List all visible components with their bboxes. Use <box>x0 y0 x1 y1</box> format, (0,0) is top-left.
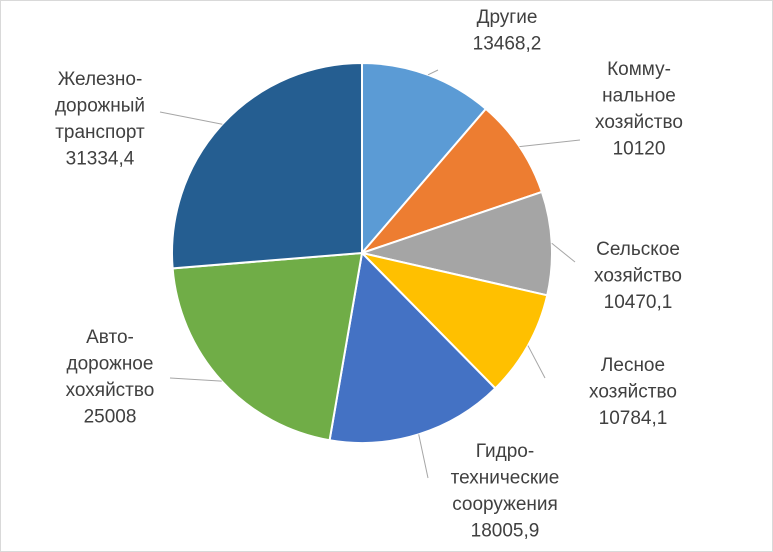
leader-line <box>169 377 222 382</box>
value-label: 10470,1 <box>604 292 673 313</box>
value-label: 13468,2 <box>473 34 542 55</box>
value-label: 18005,9 <box>471 521 540 542</box>
category-label: хохяйство <box>66 380 155 401</box>
category-label: нальное <box>602 86 676 107</box>
pie-slice <box>171 251 364 442</box>
leader-line <box>551 242 576 263</box>
category-label: Сельское <box>596 239 680 260</box>
category-label: дорожный <box>55 96 145 117</box>
category-label: хозяйство <box>595 112 683 133</box>
leader-line <box>519 139 581 148</box>
value-label: 31334,4 <box>66 149 135 170</box>
category-label: дорожное <box>67 354 154 375</box>
pie-slice <box>358 190 553 297</box>
category-label: Гидро- <box>476 441 534 462</box>
leader-line <box>418 434 429 479</box>
leader-line <box>427 69 439 76</box>
category-label: Другие <box>477 7 538 28</box>
pie-slice <box>358 107 544 256</box>
category-label: Лесное <box>601 355 665 376</box>
category-label: хозяйство <box>594 266 682 287</box>
category-label: Авто- <box>86 327 134 348</box>
category-label: Комму- <box>607 59 671 80</box>
category-label: хозяйство <box>589 382 677 403</box>
value-label: 10784,1 <box>599 408 668 429</box>
category-label: технические <box>451 468 560 489</box>
value-label: 10120 <box>613 139 666 160</box>
category-label: транспорт <box>55 122 145 143</box>
category-label: сооружения <box>452 494 558 515</box>
value-label: 25008 <box>84 407 137 428</box>
leader-line <box>159 111 223 125</box>
category-label: Железно- <box>58 69 143 90</box>
leader-line <box>527 345 546 379</box>
